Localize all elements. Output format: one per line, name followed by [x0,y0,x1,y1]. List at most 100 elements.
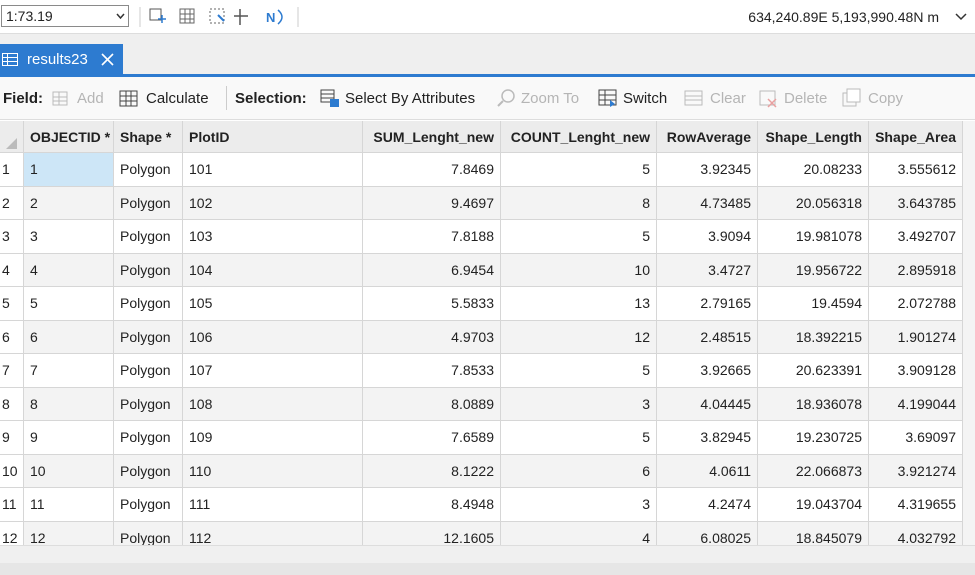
corner-cell[interactable] [0,121,24,153]
copy-button[interactable]: Copy [868,90,904,107]
row-number[interactable]: 5 [0,287,24,321]
table-cell[interactable]: 5.5833 [363,287,501,321]
table-cell[interactable]: Polygon [114,521,183,545]
add-button[interactable]: Add [77,90,104,107]
column-header[interactable]: Shape_Area [869,121,963,153]
table-cell[interactable]: 3.555612 [869,153,963,187]
table-cell[interactable]: 6.9454 [363,253,501,287]
table-cell[interactable]: Polygon [114,387,183,421]
row-number[interactable]: 1 [0,153,24,187]
table-cell[interactable]: 19.981078 [758,220,869,254]
table-cell[interactable]: 102 [183,186,363,220]
table-cell[interactable]: 10 [501,253,657,287]
table-cell[interactable]: 3.69097 [869,421,963,455]
units-dropdown[interactable] [955,12,967,21]
table-cell[interactable]: 5 [501,354,657,388]
vertical-scrollbar[interactable] [963,121,975,545]
table-cell[interactable]: 4.032792 [869,521,963,545]
table-cell[interactable]: 4.04445 [657,387,758,421]
table-cell[interactable]: 107 [183,354,363,388]
table-cell[interactable]: 111 [183,488,363,522]
table-cell[interactable]: 109 [183,421,363,455]
table-cell[interactable]: 4.2474 [657,488,758,522]
table-cell[interactable]: 8.1222 [363,454,501,488]
table-cell[interactable]: 7.8469 [363,153,501,187]
table-cell[interactable]: 4 [501,521,657,545]
row-number[interactable]: 8 [0,387,24,421]
table-cell[interactable]: 106 [183,320,363,354]
table-cell[interactable]: 3.4727 [657,253,758,287]
table-cell[interactable]: 1.901274 [869,320,963,354]
table-cell[interactable]: 12.1605 [363,521,501,545]
delete-button[interactable]: Delete [784,90,828,107]
table-cell[interactable]: 19.230725 [758,421,869,455]
table-cell[interactable]: 7 [24,354,114,388]
table-cell[interactable]: 7.8188 [363,220,501,254]
table-cell[interactable]: 2.072788 [869,287,963,321]
table-cell[interactable]: 8.4948 [363,488,501,522]
table-cell[interactable]: 3.9094 [657,220,758,254]
table-cell[interactable]: 3.643785 [869,186,963,220]
scale-combo[interactable] [1,5,129,27]
table-cell[interactable]: 3 [24,220,114,254]
table-cell[interactable]: 19.4594 [758,287,869,321]
table-cell[interactable]: 4.319655 [869,488,963,522]
table-cell[interactable]: Polygon [114,320,183,354]
table-cell[interactable]: 112 [183,521,363,545]
row-number[interactable]: 6 [0,320,24,354]
table-cell[interactable]: 110 [183,454,363,488]
table-cell[interactable]: 5 [501,421,657,455]
table-cell[interactable]: 3.921274 [869,454,963,488]
table-cell[interactable]: 20.056318 [758,186,869,220]
table-cell[interactable]: Polygon [114,253,183,287]
table-cell[interactable]: 3.492707 [869,220,963,254]
column-header[interactable]: SUM_Lenght_new [363,121,501,153]
row-number[interactable]: 10 [0,454,24,488]
table-cell[interactable]: 22.066873 [758,454,869,488]
table-cell[interactable]: 104 [183,253,363,287]
table-cell[interactable]: 20.08233 [758,153,869,187]
table-tab[interactable] [0,44,123,75]
table-cell[interactable]: 3 [501,488,657,522]
table-cell[interactable]: 7.6589 [363,421,501,455]
select-by-attributes-button[interactable]: Select By Attributes [345,90,476,107]
switch-button[interactable]: Switch [623,90,668,107]
table-cell[interactable]: 3.909128 [869,354,963,388]
table-cell[interactable]: 10 [24,454,114,488]
table-cell[interactable]: Polygon [114,220,183,254]
table-cell[interactable]: 19.043704 [758,488,869,522]
table-cell[interactable]: 3 [501,387,657,421]
table-cell[interactable]: 8 [24,387,114,421]
calculate-button[interactable]: Calculate [146,90,209,107]
table-cell[interactable]: 3.82945 [657,421,758,455]
table-cell[interactable]: 8 [501,186,657,220]
scale-value[interactable]: 1:73.19 [6,8,53,24]
zoom-to-button[interactable]: Zoom To [521,90,580,107]
column-header[interactable]: Shape * [114,121,183,153]
column-header[interactable]: OBJECTID * [24,121,114,153]
clear-button[interactable]: Clear [710,90,746,107]
dropdown-arrow[interactable] [116,12,125,20]
table-cell[interactable]: 4 [24,253,114,287]
row-number[interactable]: 7 [0,354,24,388]
table-cell[interactable]: 3.92665 [657,354,758,388]
table-cell[interactable]: 13 [501,287,657,321]
tab-title[interactable]: results23 [27,51,88,68]
table-cell[interactable]: 2.895918 [869,253,963,287]
table-cell[interactable]: Polygon [114,186,183,220]
table-cell[interactable]: 103 [183,220,363,254]
table-cell[interactable]: 5 [501,220,657,254]
row-number[interactable]: 12 [0,521,24,545]
table-cell[interactable]: 11 [24,488,114,522]
row-number[interactable]: 2 [0,186,24,220]
table-cell[interactable]: 9.4697 [363,186,501,220]
table-cell[interactable]: Polygon [114,354,183,388]
table-cell[interactable]: 5 [24,287,114,321]
table-cell[interactable]: 4.73485 [657,186,758,220]
table-cell[interactable]: 6 [24,320,114,354]
column-header[interactable]: RowAverage [657,121,758,153]
table-cell[interactable]: 4.199044 [869,387,963,421]
table-cell[interactable]: 5 [501,153,657,187]
table-cell[interactable]: 18.845079 [758,521,869,545]
table-cell[interactable]: Polygon [114,488,183,522]
